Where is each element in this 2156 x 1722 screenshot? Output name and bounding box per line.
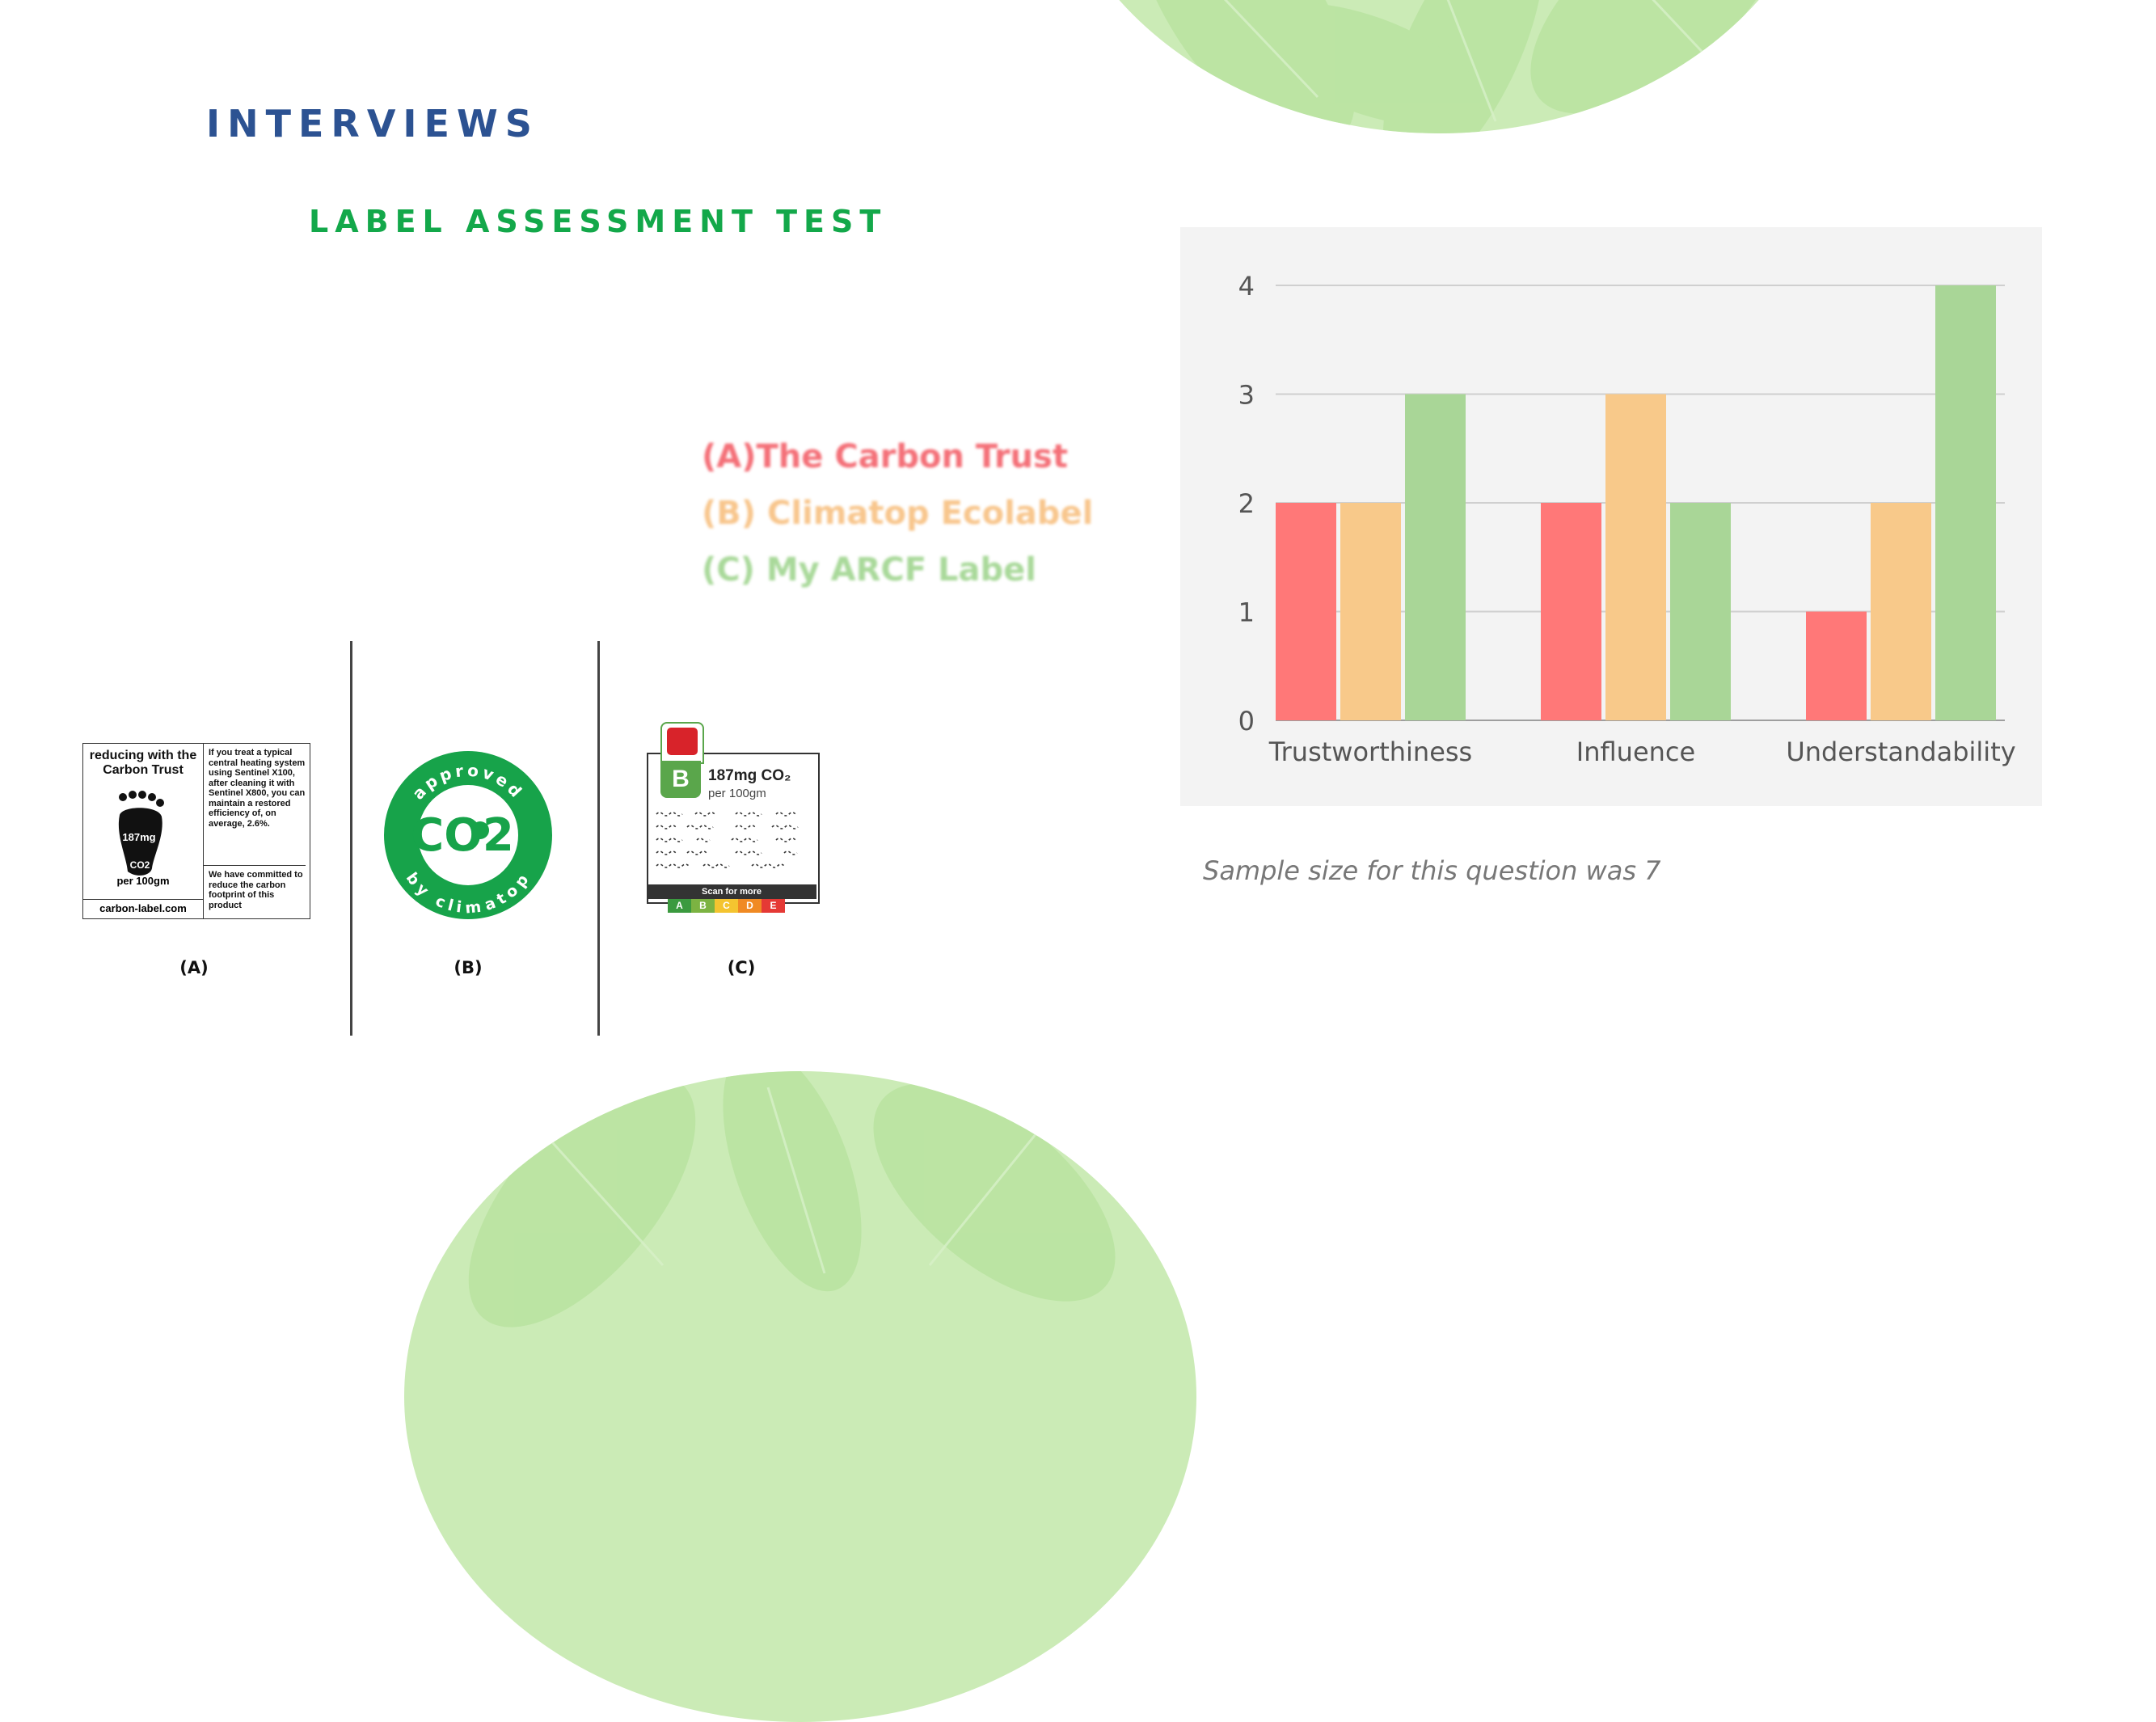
footprint-unit: CO2 xyxy=(130,859,150,871)
divider-2 xyxy=(597,641,600,1036)
carbon-trust-label-left: reducing with the Carbon Trust 187mg CO2… xyxy=(83,744,204,918)
caption-a: (A) xyxy=(179,958,209,977)
grade-e: E xyxy=(762,899,785,913)
caption-c: (C) xyxy=(727,958,756,977)
carbon-trust-label: reducing with the Carbon Trust 187mg CO2… xyxy=(82,743,310,919)
y-tick-label: 1 xyxy=(1238,597,1255,628)
bar-understandability-2 xyxy=(1935,285,1996,720)
decorative-leaf-circle xyxy=(1043,0,1835,133)
arcf-co2: 187mg CO₂ xyxy=(708,767,791,784)
carbon-trust-per: per 100gm xyxy=(116,875,170,887)
legend-carbon-trust: (A)The Carbon Trust xyxy=(702,438,1068,475)
grade-a: A xyxy=(668,899,691,913)
grade-d: D xyxy=(738,899,762,913)
y-tick-label: 4 xyxy=(1238,271,1255,302)
legend-arcf: (C) My ARCF Label xyxy=(702,551,1036,589)
footprint-icon: 187mg CO2 xyxy=(118,791,164,876)
y-tick-label: 3 xyxy=(1238,380,1255,411)
y-tick-label: 0 xyxy=(1238,706,1255,736)
grade-b: B xyxy=(691,899,715,913)
climatop-center: CO2 xyxy=(411,809,514,862)
bar-trustworthiness-1 xyxy=(1340,503,1401,720)
decorative-leaf-circle-bottom xyxy=(404,1071,1196,1722)
divider xyxy=(350,641,352,1036)
bar-understandability-1 xyxy=(1871,503,1931,720)
climatop-logo: approved by climatop CO2 xyxy=(384,751,552,919)
leaf-pattern xyxy=(1134,0,1784,133)
globe-icon xyxy=(471,821,489,839)
sample-size-note: Sample size for this question was 7 xyxy=(1203,855,1661,886)
section-subtitle: LABEL ASSESSMENT TEST xyxy=(309,204,888,239)
y-tick-label: 2 xyxy=(1238,488,1255,519)
leaf-pattern-bottom xyxy=(468,1071,1116,1327)
carbon-trust-heading: reducing with the Carbon Trust xyxy=(89,749,197,777)
carbon-trust-commitment: We have committed to reduce the carbon f… xyxy=(204,865,306,910)
footprint-value: 187mg xyxy=(122,831,155,843)
page-title: INTERVIEWS xyxy=(206,102,539,146)
carbon-trust-url: carbon-label.com xyxy=(83,899,203,914)
bar-understandability-0 xyxy=(1806,611,1867,720)
bar-chart: 0 1 2 3 4 Trustworthiness Influence Understanda… xyxy=(1238,271,2016,767)
arcf-grade-scale: A B C D E xyxy=(668,899,785,913)
x-tick-label: Influence xyxy=(1576,736,1695,767)
bar-influence-1 xyxy=(1605,394,1666,720)
arcf-grade: B xyxy=(660,761,701,798)
grade-c: C xyxy=(715,899,738,913)
arcf-scan: Scan for more xyxy=(647,884,816,899)
caption-b: (B) xyxy=(454,958,483,977)
bar-influence-0 xyxy=(1541,503,1601,720)
arcf-label: B 187mg CO₂ per 100gm Scan for more A B … xyxy=(643,719,821,913)
bar-trustworthiness-2 xyxy=(1405,394,1466,720)
squiggle-text-placeholder xyxy=(656,812,799,868)
brand-logo-icon xyxy=(660,722,704,764)
x-tick-label: Trustworthiness xyxy=(1268,736,1472,767)
arcf-per: per 100gm xyxy=(708,787,766,800)
chart-panel: 0 1 2 3 4 Trustworthiness Influence Understanda… xyxy=(1180,227,2042,806)
x-tick-label: Understandability xyxy=(1786,736,2015,767)
bar-trustworthiness-0 xyxy=(1276,503,1336,720)
legend-climatop: (B) Climatop Ecolabel xyxy=(702,495,1094,532)
carbon-trust-text: If you treat a typical central heating s… xyxy=(209,748,306,829)
bar-influence-2 xyxy=(1670,503,1731,720)
